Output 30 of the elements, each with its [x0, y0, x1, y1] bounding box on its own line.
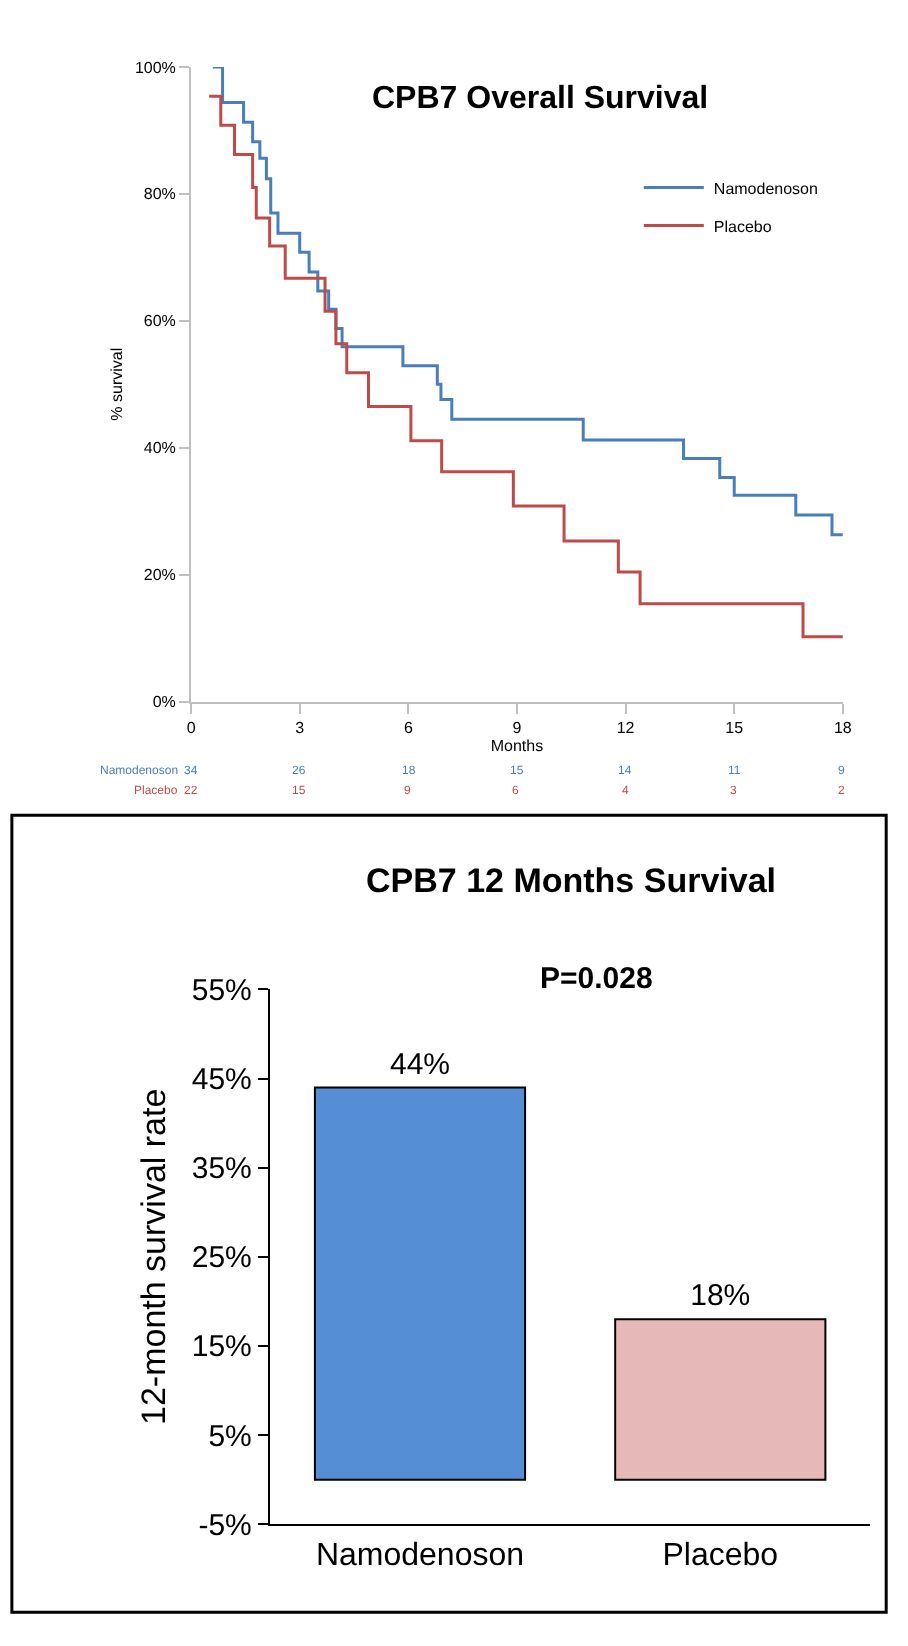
y-tick-label: 45% [191, 1063, 252, 1098]
annotation: P=0.028 [540, 962, 653, 996]
y-tick-label: 5% [208, 1419, 252, 1454]
x-tick-label: 9 [512, 718, 523, 737]
text: CPB7 Overall Survival [372, 82, 709, 116]
y-tick-label: 15% [191, 1330, 252, 1365]
y-tick-label: -5% [198, 1508, 252, 1543]
y-tick-label: 55% [191, 973, 252, 1008]
y-axis-title: % survival [108, 347, 127, 421]
x-tick-label: 18 [833, 718, 853, 737]
legend-label: Namodenoson [713, 179, 818, 198]
x-tick-label: 0 [186, 718, 197, 737]
y-tick-label: 0% [152, 693, 176, 712]
chart-title: CPB7 12 Months Survival [366, 862, 777, 900]
y-tick-label: 20% [143, 566, 176, 585]
y-tick-label: 100% [134, 58, 176, 77]
y-tick-label: 25% [191, 1241, 252, 1276]
y-tick-label: 40% [143, 439, 176, 458]
data-label: 18% [690, 1279, 751, 1314]
y-axis-title: 12-month survival rate [134, 1088, 173, 1426]
legend-label: Placebo [713, 217, 773, 236]
y-tick-label: 35% [191, 1152, 252, 1187]
x-tick-label: 3 [295, 718, 306, 737]
y-tick-label: 60% [143, 312, 176, 331]
x-tick-label: 6 [403, 718, 414, 737]
x-tick-label: 12 [616, 718, 636, 737]
data-label: 44% [389, 1047, 451, 1082]
x-axis-title: Months [490, 736, 544, 755]
y-tick-label: 80% [143, 185, 176, 204]
x-tick-label: 15 [725, 718, 745, 737]
